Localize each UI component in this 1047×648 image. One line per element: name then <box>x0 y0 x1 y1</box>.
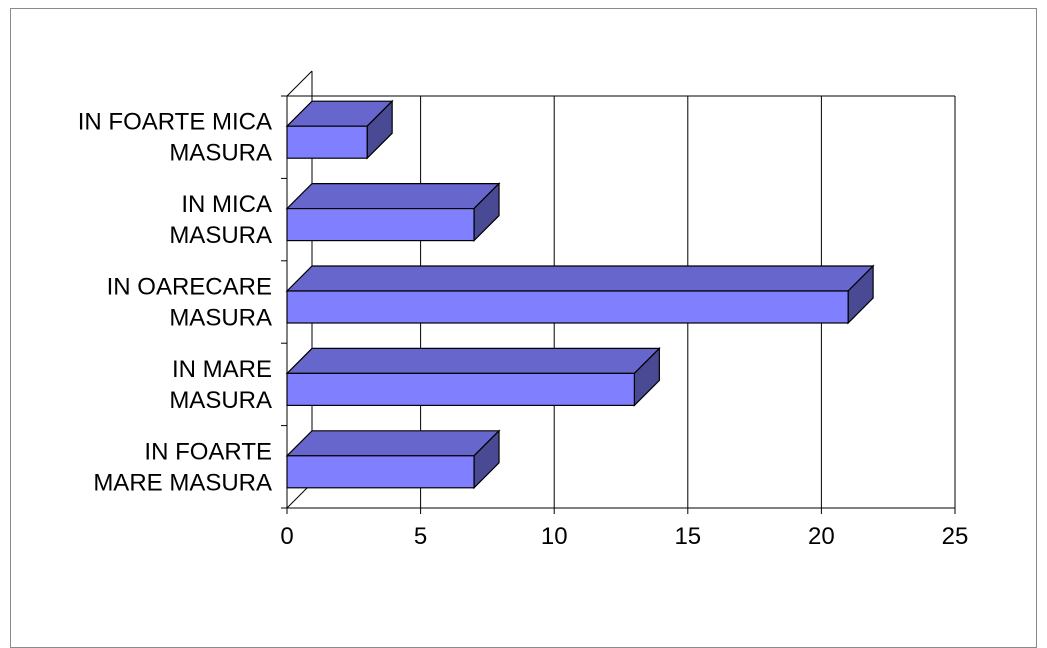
bar-4 <box>286 455 475 489</box>
category-label-0-line-1: MASURA <box>169 140 272 167</box>
axis-depth-top <box>286 70 313 97</box>
x-tick-label-5: 5 <box>414 523 427 550</box>
bar-3 <box>286 372 635 406</box>
category-label-4-line-1: MARE MASURA <box>93 469 272 496</box>
bar-1 <box>286 208 475 242</box>
category-label-3-line-0: IN MARE <box>172 356 272 383</box>
bar-top-4 <box>285 430 501 457</box>
category-label-4-line-0: IN FOARTE <box>144 438 272 465</box>
category-label-3-line-1: MASURA <box>169 387 272 414</box>
category-label-1-line-1: MASURA <box>169 222 272 249</box>
chart-frame <box>10 8 1037 648</box>
category-label-2-line-1: MASURA <box>169 305 272 332</box>
x-tick-label-20: 20 <box>808 523 835 550</box>
category-label-0-line-0: IN FOARTE MICA <box>78 109 272 136</box>
bar-top-3 <box>285 347 661 374</box>
x-tick-label-15: 15 <box>674 523 701 550</box>
bar-0 <box>286 125 368 159</box>
bar-top-2 <box>285 265 875 292</box>
bar-2 <box>286 290 849 324</box>
bar-top-1 <box>285 183 501 210</box>
category-label-1-line-0: IN MICA <box>181 191 272 218</box>
x-tick-label-0: 0 <box>280 523 293 550</box>
x-tick-label-10: 10 <box>541 523 568 550</box>
x-tick-label-25: 25 <box>942 523 969 550</box>
category-label-2-line-0: IN OARECARE <box>107 274 272 301</box>
